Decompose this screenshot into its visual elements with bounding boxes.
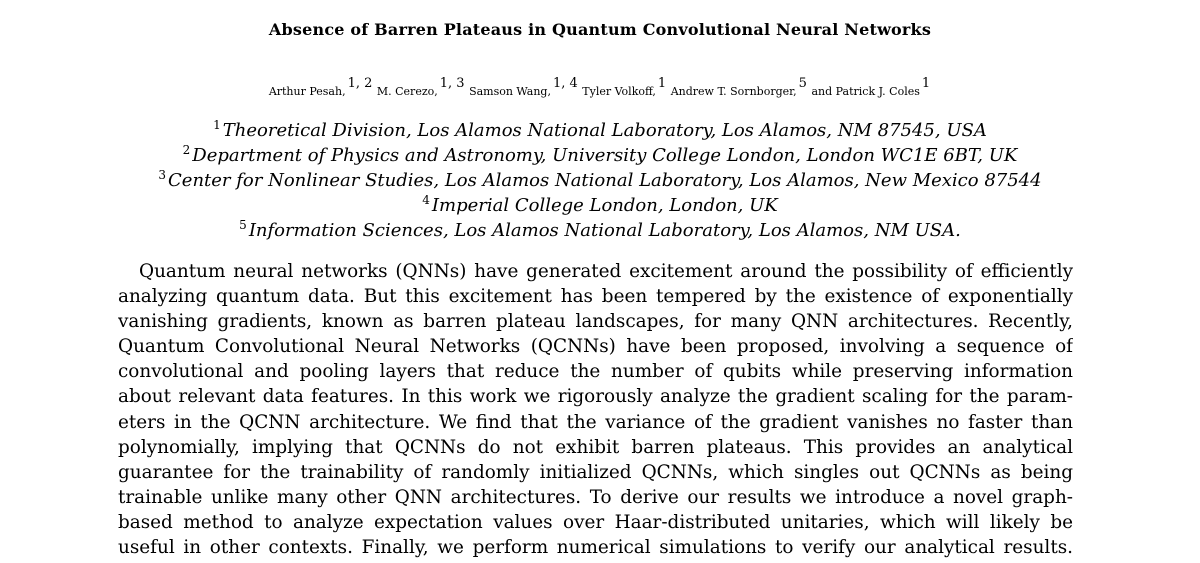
affiliation: 3 Center for Nonlinear Studies, Los Alamo…: [0, 168, 1200, 193]
affiliation-number: 1: [213, 118, 221, 132]
author: Samson Wang,1, 4: [469, 77, 579, 98]
author-affil-marker: 1, 3: [439, 76, 465, 91]
abstract-line: Quantum neural networks (QNNs) have gene…: [139, 261, 1073, 282]
author-affil-marker: 1, 2: [347, 76, 373, 91]
affiliation-list: 1 Theoretical Division, Los Alamos Nation…: [0, 118, 1200, 243]
abstract-line: based method to analyze expectation valu…: [118, 511, 1073, 533]
author: Tyler Volkoff,1: [582, 77, 667, 98]
author-affil-marker: 1: [657, 76, 667, 91]
author: Arthur Pesah,1, 2: [268, 77, 374, 98]
abstract-line: convolutional and pooling layers that re…: [118, 361, 1073, 383]
affiliation-text: Center for Nonlinear Studies, Los Alamos…: [168, 170, 1042, 191]
author-name: Tyler Volkoff,: [582, 85, 656, 98]
affiliation: 4 Imperial College London, London, UK: [0, 193, 1200, 218]
affiliation-number: 2: [182, 143, 191, 157]
affiliation: 1 Theoretical Division, Los Alamos Nation…: [0, 118, 1200, 143]
author-affil-marker: 5: [798, 76, 807, 91]
abstract-line: trainable unlike many other QNN architec…: [118, 486, 1073, 508]
author: Andrew T. Sornborger,5: [670, 77, 808, 98]
affiliation-number: 3: [158, 168, 167, 182]
abstract: Quantum neural networks (QNNs) have gene…: [118, 259, 1073, 560]
affiliation-number: 4: [422, 193, 430, 207]
paper-title: Absence of Barren Plateaus in Quantum Co…: [268, 20, 932, 39]
author: and Patrick J. Coles1: [811, 77, 931, 98]
author-affil-marker: 1, 4: [552, 76, 578, 91]
author-list: Arthur Pesah,1, 2 M. Cerezo,1, 3 Samson …: [0, 77, 1200, 98]
author-name: M. Cerezo,: [376, 85, 438, 98]
affiliation-text: Department of Physics and Astronomy, Uni…: [192, 145, 1018, 166]
abstract-line: vanishing gradients, known as barren pla…: [118, 311, 1073, 333]
abstract-line: about relevant data features. In this wo…: [118, 386, 1073, 408]
abstract-line: eters in the QCNN architecture. We find …: [118, 411, 1073, 433]
abstract-line: analyzing quantum data. But this excitem…: [118, 286, 1073, 308]
author-name: Arthur Pesah,: [268, 85, 346, 98]
abstract-line: guarantee for the trainability of random…: [118, 461, 1073, 483]
author-name: Andrew T. Sornborger,: [670, 85, 797, 98]
abstract-line: useful in other contexts. Finally, we pe…: [118, 537, 1073, 559]
author-affil-marker: 1: [921, 76, 931, 91]
affiliation-text: Theoretical Division, Los Alamos Nationa…: [222, 120, 987, 141]
abstract-line: polynomially, implying that QCNNs do not…: [118, 436, 1073, 458]
author-name: and Patrick J. Coles: [811, 85, 920, 98]
affiliation-number: 5: [239, 218, 247, 232]
affiliation: 5 Information Sciences, Los Alamos Nation…: [0, 218, 1200, 243]
affiliation-text: Information Sciences, Los Alamos Nationa…: [248, 220, 961, 241]
abstract-line: Quantum Convolutional Neural Networks (Q…: [118, 336, 1073, 358]
author: M. Cerezo,1, 3: [376, 77, 466, 98]
author-name: Samson Wang,: [469, 85, 551, 98]
affiliation: 2 Department of Physics and Astronomy, Un…: [0, 143, 1200, 168]
affiliation-text: Imperial College London, London, UK: [431, 195, 778, 216]
